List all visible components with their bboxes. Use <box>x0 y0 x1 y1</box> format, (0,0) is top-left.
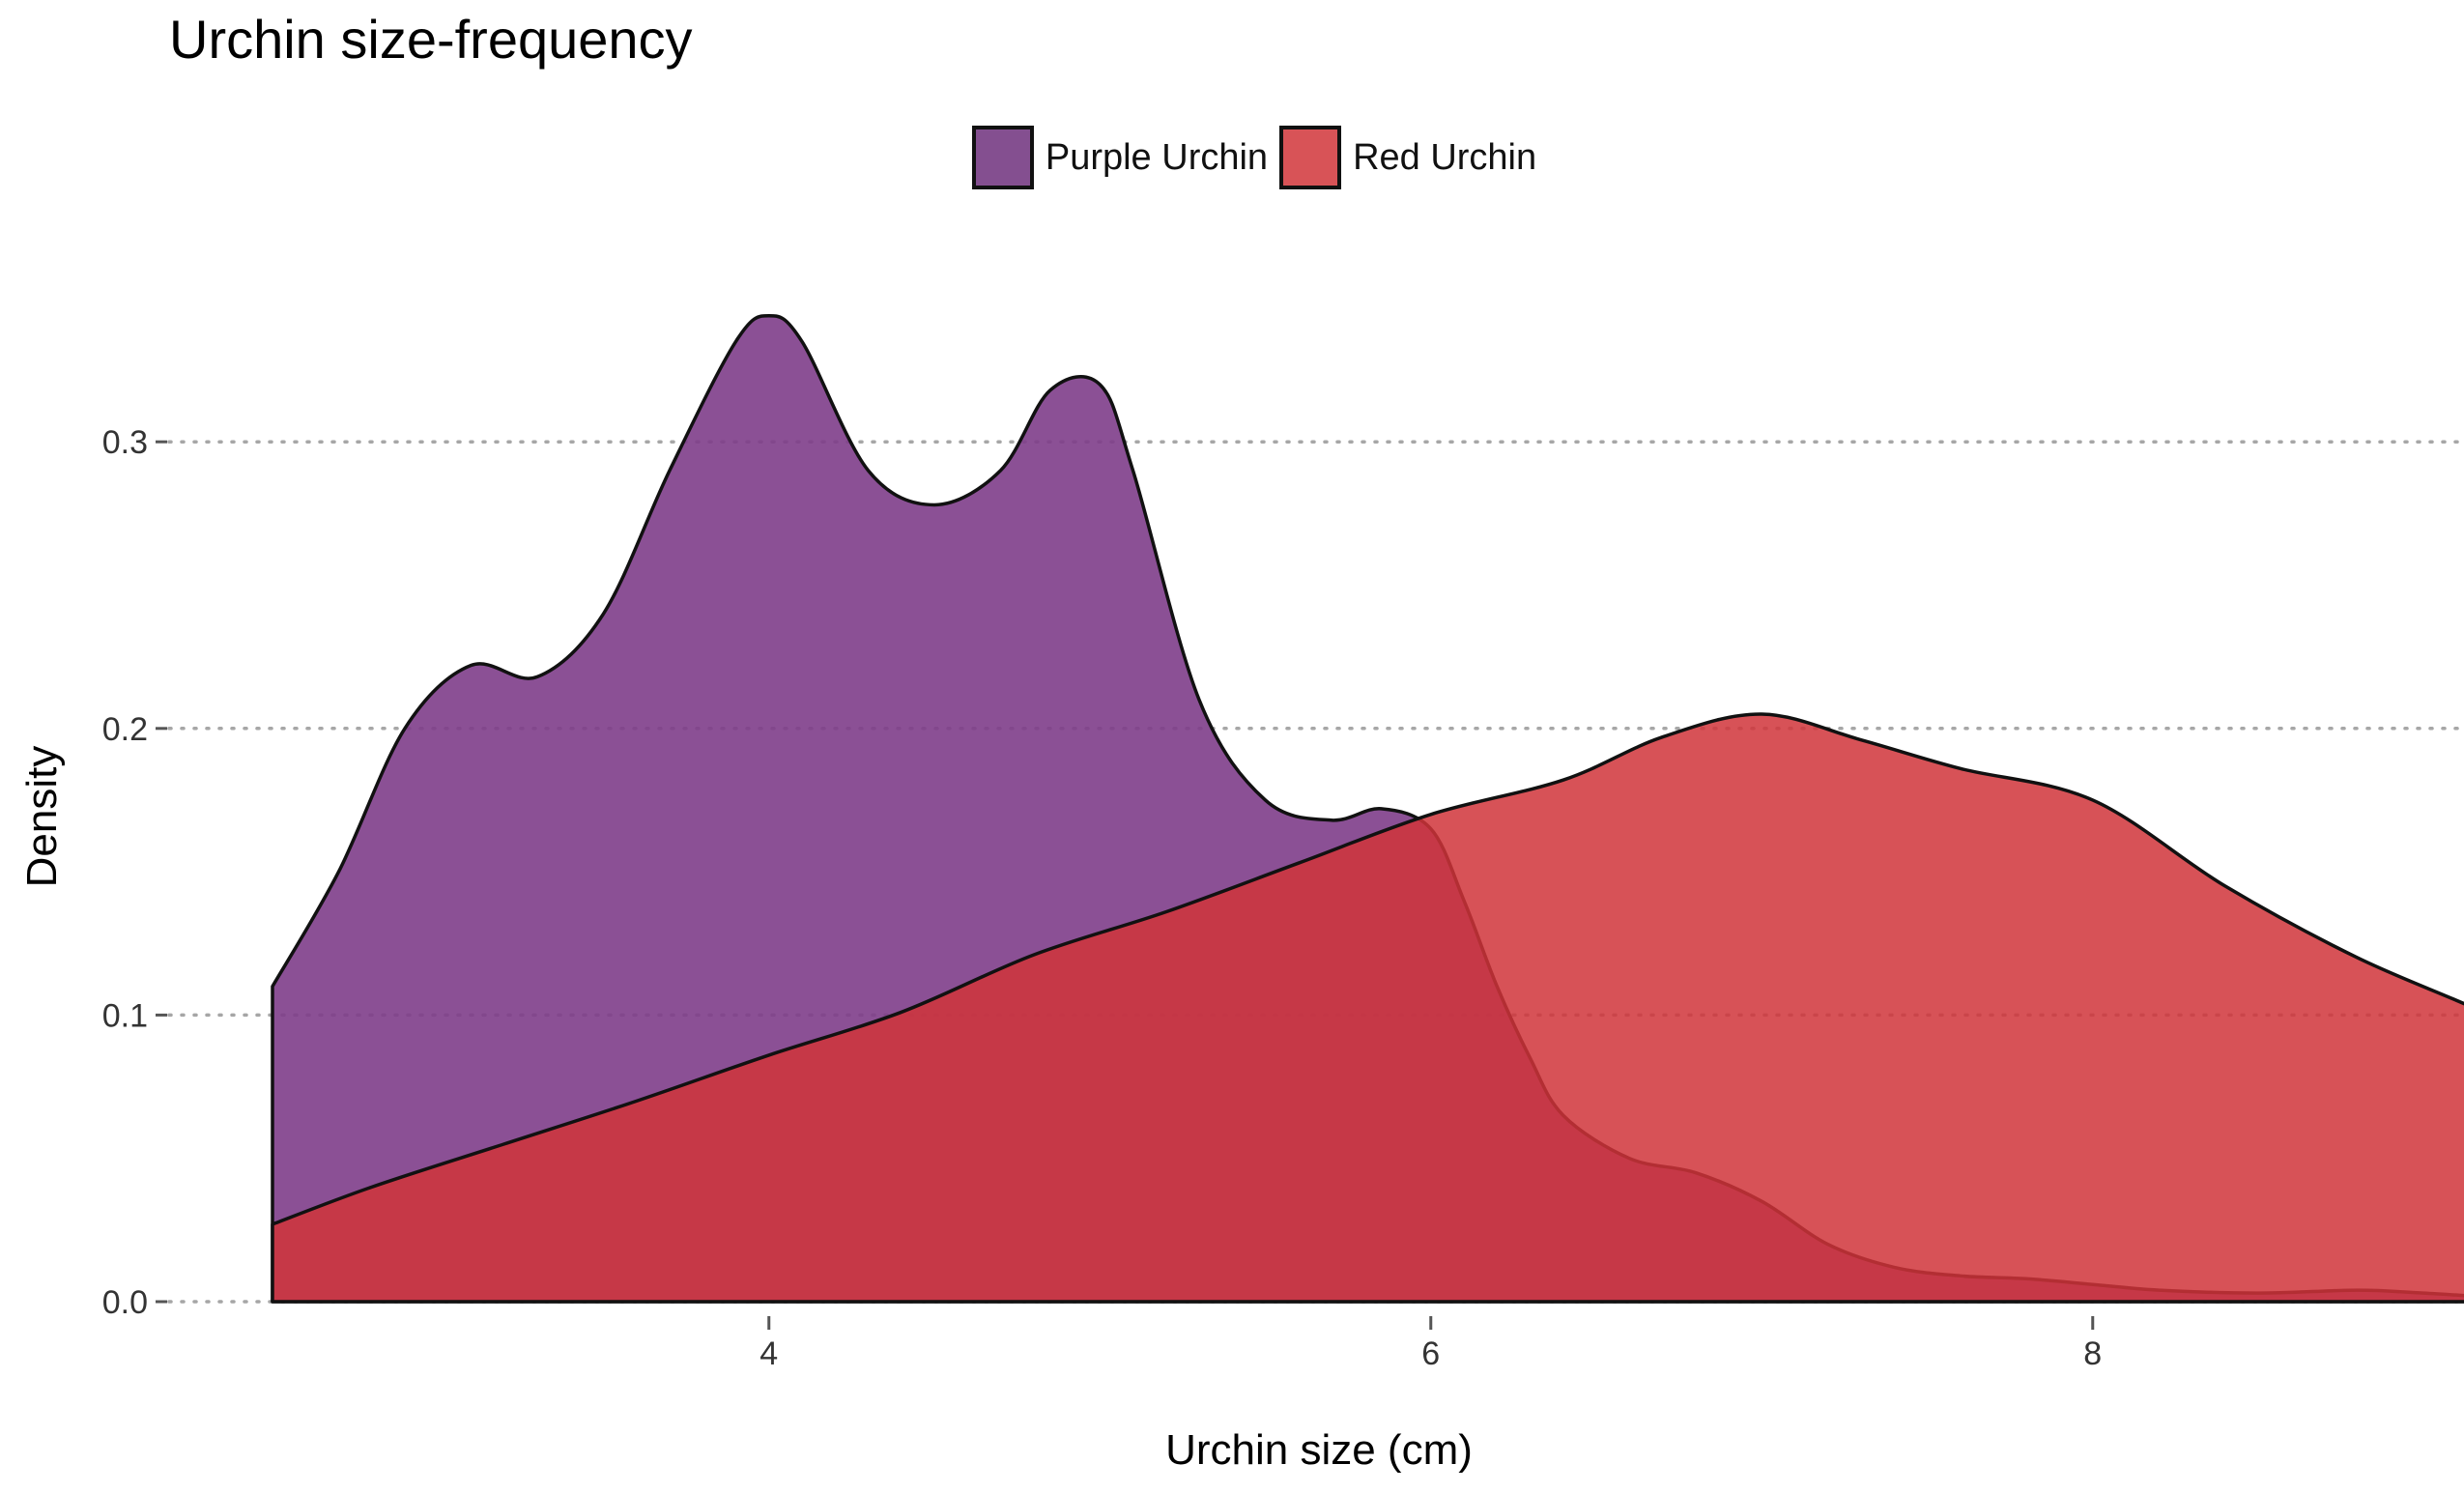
legend-item-purple-urchin: Purple Urchin <box>971 126 1269 189</box>
density-areas <box>271 313 2464 1304</box>
x-axis-title: Urchin size (cm) <box>1165 1426 1473 1474</box>
legend: Purple Urchin Red Urchin <box>0 126 2464 189</box>
x-tick-label: 6 <box>1421 1335 1440 1372</box>
y-tick-label: 0.0 <box>102 1284 148 1321</box>
chart-title: Urchin size-frequency <box>169 9 693 70</box>
legend-key-red-urchin <box>1279 126 1342 189</box>
y-axis-title: Density <box>18 746 66 888</box>
x-tick-label: 4 <box>759 1335 778 1372</box>
y-tick-label: 0.1 <box>102 997 148 1034</box>
y-tick-label: 0.2 <box>102 711 148 748</box>
legend-item-red-urchin: Red Urchin <box>1279 126 1536 189</box>
y-tick-label: 0.3 <box>102 424 148 461</box>
legend-label-purple-urchin: Purple Urchin <box>1045 136 1269 178</box>
x-tick-label: 8 <box>2083 1335 2102 1372</box>
density-area-red-urchin <box>271 712 2464 1304</box>
legend-label-red-urchin: Red Urchin <box>1353 136 1537 178</box>
legend-key-purple-urchin <box>971 126 1034 189</box>
axes: 0.00.10.20.3468101214 <box>102 424 2102 1372</box>
